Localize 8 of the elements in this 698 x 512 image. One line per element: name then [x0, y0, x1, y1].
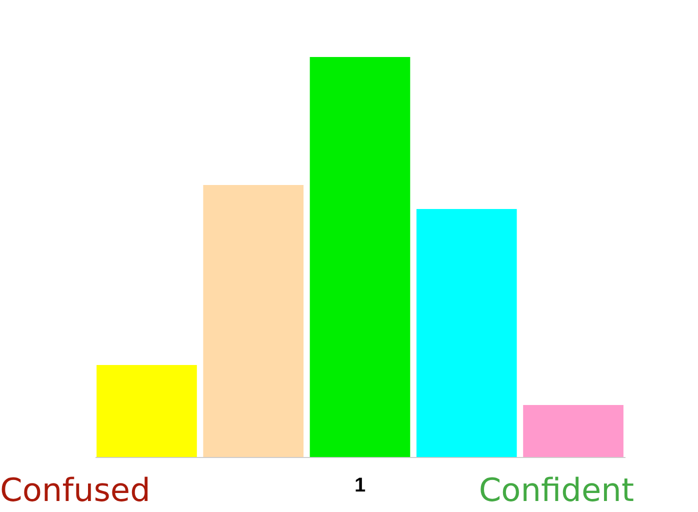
x-tick-label: 1	[354, 474, 366, 496]
bar	[96, 365, 197, 457]
text: Confident	[478, 471, 634, 509]
bar	[203, 185, 304, 457]
text: Confused	[0, 471, 150, 509]
bar	[416, 209, 517, 457]
bar	[523, 405, 624, 457]
bar	[310, 57, 410, 457]
